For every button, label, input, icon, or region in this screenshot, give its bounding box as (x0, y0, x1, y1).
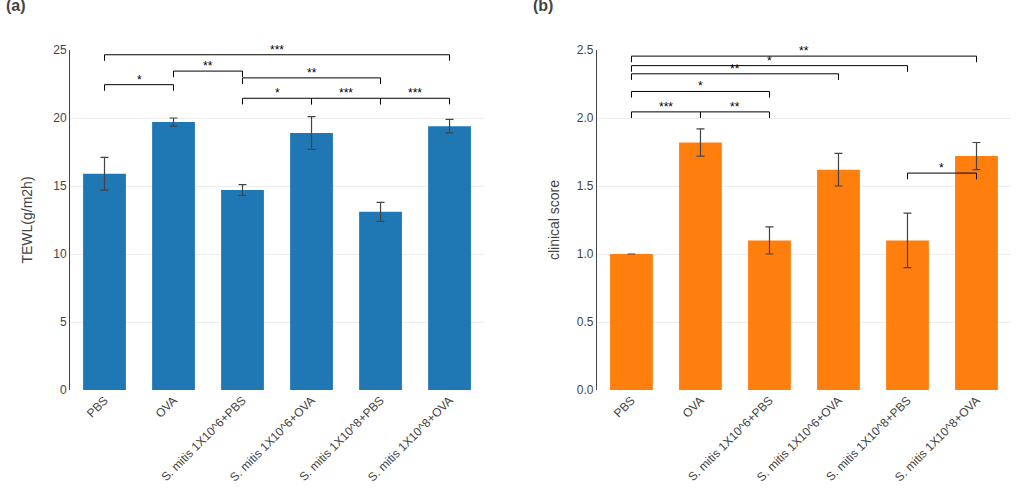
svg-text:**: ** (799, 44, 809, 58)
svg-text:***: *** (659, 100, 673, 114)
svg-text:***: *** (270, 43, 284, 57)
svg-text:S. mitis 1X10^6+PBS: S. mitis 1X10^6+PBS (158, 393, 249, 484)
svg-text:1.0: 1.0 (577, 247, 594, 261)
svg-text:*: * (137, 73, 142, 87)
svg-text:1.5: 1.5 (577, 179, 594, 193)
svg-text:15: 15 (53, 179, 67, 193)
svg-text:S. mitis 1X10^6+PBS: S. mitis 1X10^6+PBS (685, 393, 776, 484)
svg-text:TEWL(g/m2h): TEWL(g/m2h) (19, 176, 35, 263)
svg-text:S. mitis 1X10^6+OVA: S. mitis 1X10^6+OVA (754, 393, 845, 484)
svg-text:OVA: OVA (680, 393, 707, 420)
svg-text:***: *** (408, 86, 422, 100)
svg-text:2.5: 2.5 (577, 43, 594, 57)
svg-text:0.0: 0.0 (577, 383, 594, 397)
svg-text:***: *** (339, 86, 353, 100)
svg-text:S. mitis 1X10^8+OVA: S. mitis 1X10^8+OVA (892, 393, 983, 484)
svg-text:**: ** (203, 59, 213, 73)
svg-text:*: * (939, 161, 944, 175)
svg-text:*: * (767, 54, 772, 68)
svg-text:(a): (a) (6, 0, 26, 14)
svg-text:25: 25 (53, 43, 67, 57)
svg-text:S. mitis 1X10^6+OVA: S. mitis 1X10^6+OVA (227, 393, 318, 484)
svg-text:(b): (b) (533, 0, 553, 14)
svg-text:20: 20 (53, 111, 67, 125)
svg-text:PBS: PBS (84, 393, 111, 420)
svg-text:*: * (698, 79, 703, 93)
svg-text:**: ** (730, 100, 740, 114)
svg-text:0: 0 (60, 383, 67, 397)
svg-text:PBS: PBS (611, 393, 638, 420)
svg-text:*: * (275, 86, 280, 100)
svg-text:5: 5 (60, 315, 67, 329)
svg-text:clinical score: clinical score (546, 180, 562, 260)
svg-text:OVA: OVA (153, 393, 180, 420)
svg-text:0.5: 0.5 (577, 315, 594, 329)
svg-text:2.0: 2.0 (577, 111, 594, 125)
svg-text:**: ** (307, 66, 317, 80)
svg-text:S. mitis 1X10^8+OVA: S. mitis 1X10^8+OVA (365, 393, 456, 484)
svg-text:S. mitis 1X10^8+PBS: S. mitis 1X10^8+PBS (823, 393, 914, 484)
svg-text:**: ** (730, 62, 740, 76)
svg-text:S. mitis 1X10^8+PBS: S. mitis 1X10^8+PBS (296, 393, 387, 484)
svg-text:10: 10 (53, 247, 67, 261)
